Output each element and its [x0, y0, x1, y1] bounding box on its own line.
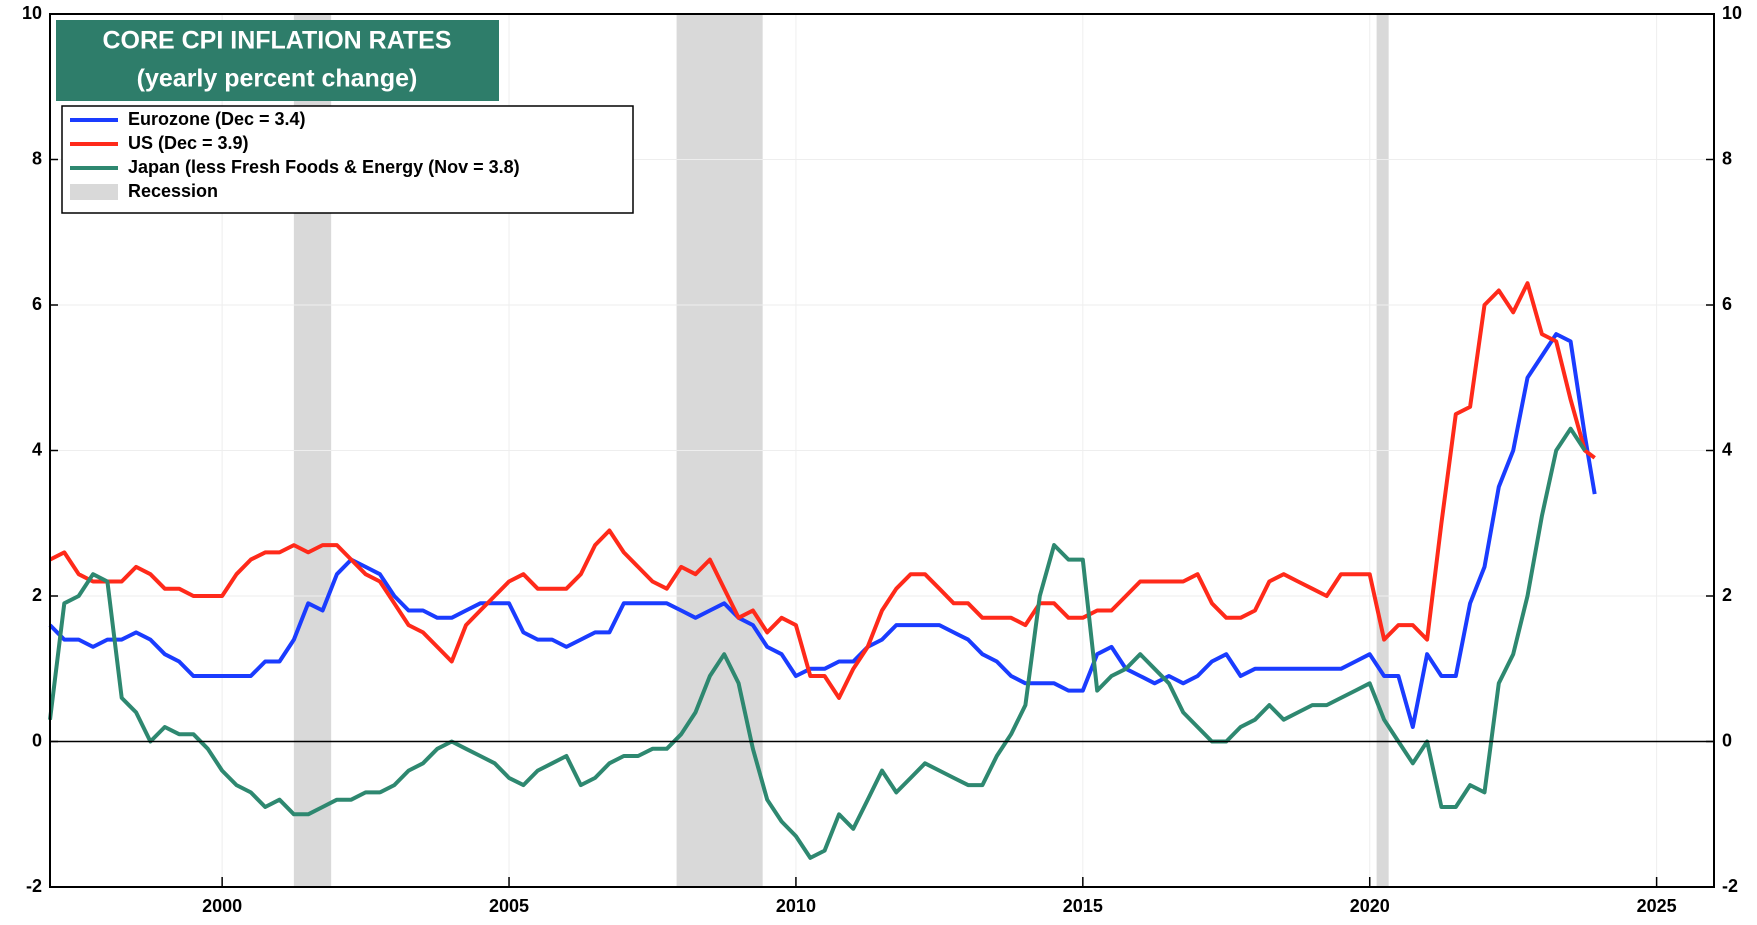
y-tick-label: 2 [32, 585, 42, 605]
y-tick-label: 4 [32, 439, 42, 459]
series-line [48, 332, 1597, 729]
plot-frame [49, 13, 1715, 888]
series-layer [48, 281, 1597, 860]
legend-box [61, 105, 634, 214]
series-line [48, 426, 1587, 860]
x-tick-label: 2020 [1350, 896, 1390, 916]
y2-tick-label: 2 [1722, 585, 1732, 605]
y2-tick-label: 6 [1722, 294, 1732, 314]
y2-tick-label: 8 [1722, 148, 1732, 168]
legend-label: Recession [128, 181, 218, 201]
x-tick-label: 2005 [489, 896, 529, 916]
x-tick-label: 2025 [1637, 896, 1677, 916]
x-tick-label: 2000 [202, 896, 242, 916]
legend-swatch [70, 184, 118, 200]
y-tick-label: 10 [22, 3, 42, 23]
legend-label: Eurozone (Dec = 3.4) [128, 109, 306, 129]
y2-tick-label: 0 [1722, 730, 1732, 750]
title-box [56, 20, 499, 101]
chart-subtitle: (yearly percent change) [137, 65, 418, 93]
y-tick-label: 6 [32, 294, 42, 314]
x-tick-label: 2015 [1063, 896, 1103, 916]
y-tick-label: 8 [32, 148, 42, 168]
y-tick-label: 0 [32, 730, 42, 750]
y-tick-label: -2 [26, 876, 42, 896]
y2-tick-label: 4 [1722, 439, 1732, 459]
legend: Eurozone (Dec = 3.4) US (Dec = 3.9) Japan … [70, 109, 520, 201]
axes-layer: -2 -2 0 0 2 2 4 4 6 6 8 8 10 10 2000 2005 2010 2015 2020 20… [22, 3, 1742, 916]
legend-label: Japan (less Fresh Foods & Energy (Nov = … [128, 157, 520, 177]
y2-tick-label: 10 [1722, 3, 1742, 23]
series-line [49, 281, 1596, 700]
x-tick-label: 2010 [776, 896, 816, 916]
y2-tick-label: -2 [1722, 876, 1738, 896]
legend-label: US (Dec = 3.9) [128, 133, 249, 153]
chart-title: CORE CPI INFLATION RATES [102, 27, 451, 55]
